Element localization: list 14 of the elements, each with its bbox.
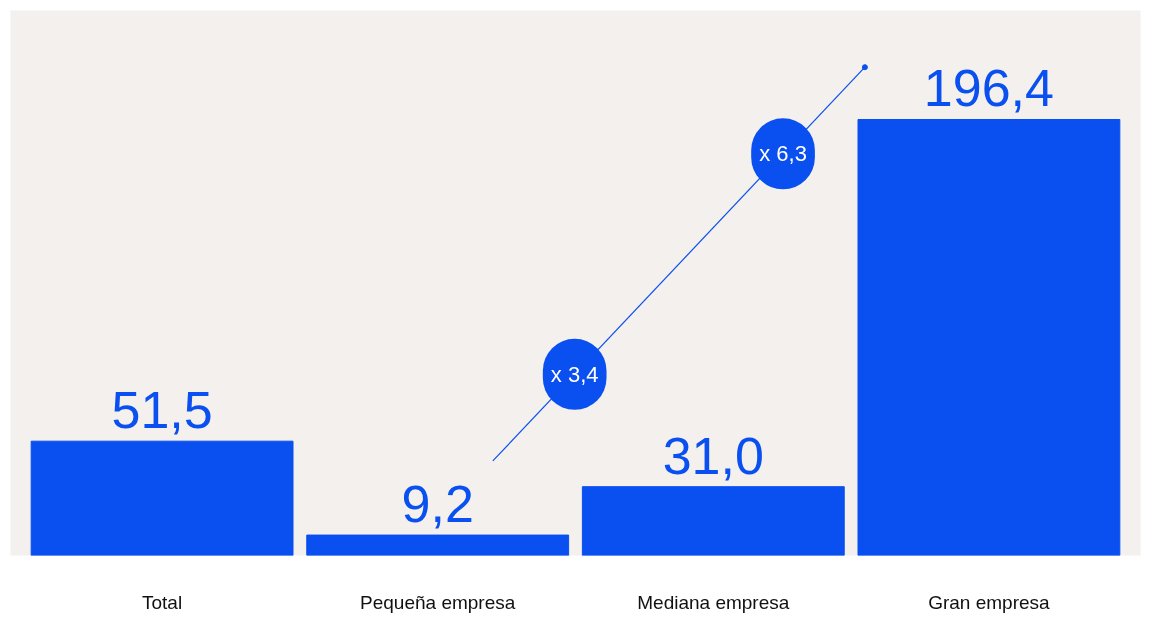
data-label: 51,5 — [111, 381, 213, 440]
x-tick-label: Total — [142, 591, 183, 613]
data-label: 9,2 — [401, 475, 474, 533]
data-label: 31,0 — [662, 426, 764, 485]
bar — [30, 440, 294, 556]
bar — [857, 119, 1121, 556]
bar — [581, 486, 845, 556]
x-tick-label: Pequeña empresa — [360, 591, 516, 613]
annotation: x 6,3 — [759, 141, 807, 167]
annotation: x 3,4 — [550, 361, 599, 387]
x-tick-label: Gran empresa — [928, 591, 1051, 613]
bar — [306, 534, 570, 556]
x-tick-label: Mediana empresa — [637, 591, 790, 613]
data-label: 196,4 — [923, 59, 1054, 118]
